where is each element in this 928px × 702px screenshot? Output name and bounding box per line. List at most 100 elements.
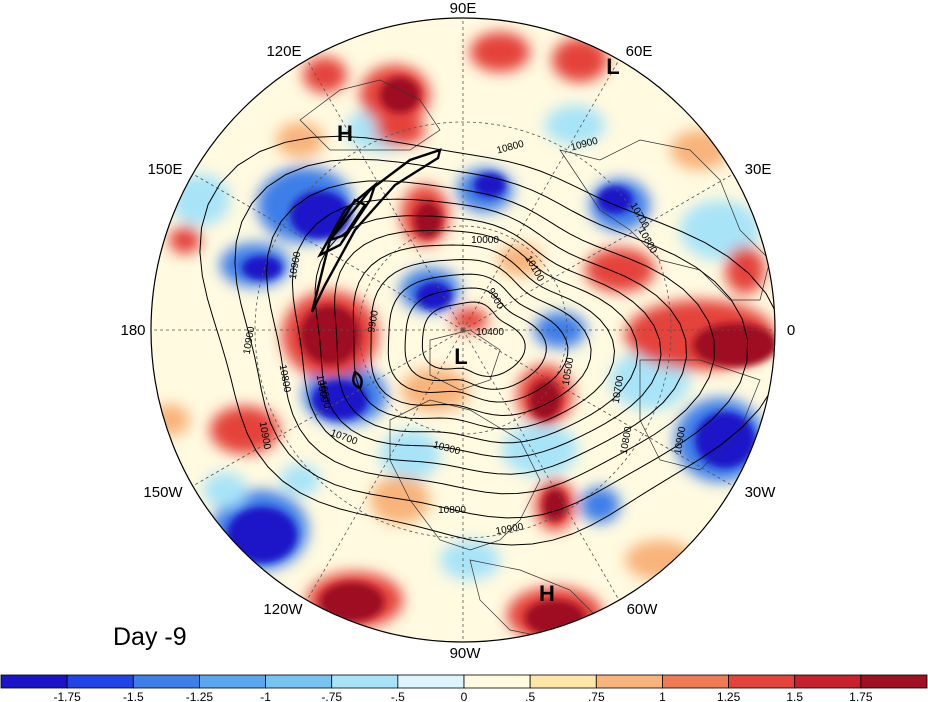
- colorbar-box: [728, 674, 796, 689]
- anomaly-patch: [452, 308, 488, 332]
- anomaly-patch: [300, 305, 360, 365]
- anomaly-patch: [303, 57, 347, 93]
- colorbar-box: [132, 674, 200, 689]
- low-center-label: L: [606, 54, 619, 79]
- colorbar-tick-label: -1.25: [186, 690, 214, 702]
- colorbar-tick-label: 1: [659, 690, 666, 702]
- height-contour: [265, 180, 715, 495]
- longitude-label: 30E: [745, 161, 772, 178]
- height-contour: [404, 287, 547, 390]
- colorbar-tick-label: -1.75: [53, 690, 81, 702]
- anomaly-patch: [680, 200, 760, 260]
- anomaly-patch: [470, 32, 530, 72]
- anomaly-patch: [227, 507, 297, 563]
- contour-label: 10800: [438, 505, 466, 516]
- colorbar-box: [794, 674, 862, 689]
- colorbar-box: [199, 674, 266, 689]
- colorbar-tick-label: .5: [525, 690, 535, 702]
- jet-contour: [310, 148, 442, 313]
- colorbar-tick-label: -1: [260, 690, 271, 702]
- colorbar-boxes: [0, 674, 928, 689]
- day-label: Day -9: [113, 623, 187, 651]
- height-contour: [199, 135, 775, 546]
- anomaly-patch: [280, 464, 320, 496]
- anomaly-patch: [380, 430, 440, 480]
- contour-label: 9900: [366, 309, 381, 333]
- contour-label: 10500: [561, 356, 577, 386]
- low-center-label: L: [454, 344, 467, 369]
- anomaly-patch: [585, 248, 655, 292]
- jet-contour: [327, 198, 367, 243]
- coastline: [559, 139, 771, 301]
- height-contour: [314, 215, 662, 458]
- anomaly-patch: [370, 476, 430, 524]
- longitude-line: [462, 173, 734, 331]
- longitude-label: 150W: [143, 484, 183, 501]
- contour-label: 10000: [471, 235, 499, 246]
- anomaly-patch: [525, 600, 585, 636]
- anomaly-patch: [416, 282, 452, 310]
- longitude-label: 150E: [147, 161, 182, 178]
- anomaly-patch: [151, 404, 190, 436]
- height-contour: [291, 198, 688, 475]
- map-border: [150, 17, 776, 643]
- colorbar-tick-label: .75: [588, 690, 605, 702]
- jet-contour: [352, 370, 363, 390]
- high-center-label: H: [539, 581, 555, 606]
- contour-label: 10900: [495, 522, 525, 538]
- anomaly-patch: [210, 406, 280, 454]
- contour-label: 10800: [277, 364, 293, 394]
- longitude-label: 60E: [626, 43, 653, 60]
- longitude-label: 180: [120, 322, 145, 339]
- map-disc: 10800 10900107001080010600109001000010100…: [150, 17, 776, 643]
- pressure-centers: H L L H: [337, 54, 620, 606]
- anomaly-patch: [203, 472, 247, 508]
- longitude-label: 90W: [450, 645, 482, 662]
- anomaly-patch: [320, 582, 384, 622]
- colorbar-tick-label: -.5: [391, 690, 405, 702]
- contour-label: 10600: [314, 374, 330, 404]
- height-contours: [199, 135, 775, 546]
- colorbar: -1.75 -1.5 -1.25 -1 -.75 -.5 0 .5 .75 1 1.25 1.5 1.7…: [0, 674, 928, 702]
- contour-label: 10900: [288, 250, 304, 280]
- contour-label: 10400: [476, 327, 504, 338]
- high-center-label: H: [337, 121, 353, 146]
- colorbar-box: [397, 674, 465, 689]
- anomaly-patch: [670, 130, 730, 170]
- longitude-line: [462, 329, 734, 487]
- anomaly-patch: [414, 202, 442, 238]
- anomaly-patch: [242, 256, 282, 280]
- contour-label: 10700: [611, 374, 627, 404]
- colorbar-box: [595, 674, 663, 689]
- contour-label: 10900: [257, 421, 273, 451]
- longitude-line: [462, 329, 620, 601]
- jet-contours: [310, 148, 442, 390]
- longitude-labels: 90E 60E 30E 0 30W 60W 90W 120W 150W 180 …: [120, 0, 795, 662]
- colorbar-box: [265, 674, 333, 689]
- longitude-label: 0: [787, 322, 795, 339]
- anomaly-patch: [502, 424, 578, 476]
- colorbar-tick-label: 1.25: [717, 690, 741, 702]
- colorbar-tick-label: -.75: [321, 690, 342, 702]
- anomaly-patch: [375, 114, 425, 146]
- height-contour: [387, 273, 569, 403]
- longitude-line: [192, 329, 464, 487]
- colorbar-box: [860, 674, 928, 689]
- colorbar-tick-label: -1.5: [123, 690, 144, 702]
- anomaly-patch: [552, 38, 608, 82]
- colorbar-box: [662, 674, 729, 689]
- colorbar-box: [66, 674, 134, 689]
- height-contour: [234, 158, 749, 519]
- anomaly-patch: [380, 77, 420, 113]
- longitude-line: [306, 329, 464, 601]
- anomaly-patch: [597, 186, 633, 214]
- longitude-label: 90E: [450, 0, 477, 17]
- anomaly-patch: [545, 105, 605, 145]
- height-contour: [352, 244, 616, 430]
- anomaly-patch: [529, 380, 561, 420]
- longitude-label: 120W: [263, 601, 303, 618]
- anomaly-patch: [401, 368, 469, 412]
- colorbar-box: [0, 674, 68, 689]
- height-contour: [370, 258, 592, 417]
